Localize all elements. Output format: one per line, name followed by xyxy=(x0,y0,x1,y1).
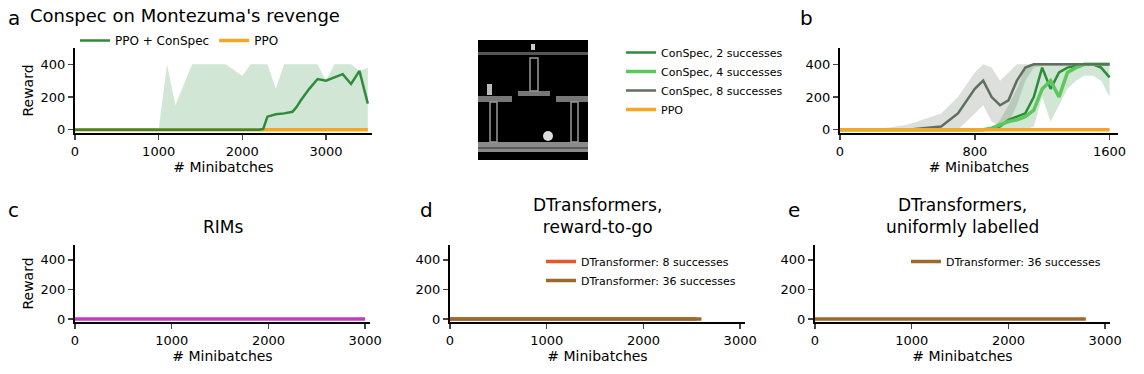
svg-text:PPO: PPO xyxy=(254,34,278,48)
svg-text:1000: 1000 xyxy=(155,333,188,348)
svg-text:3000: 3000 xyxy=(309,144,342,159)
svg-text:400: 400 xyxy=(41,57,66,72)
svg-text:2000: 2000 xyxy=(992,333,1025,348)
svg-text:1000: 1000 xyxy=(895,333,928,348)
svg-text:3000: 3000 xyxy=(349,333,382,348)
svg-text:d: d xyxy=(420,198,433,222)
svg-text:DTransformers,uniformly labell: DTransformers,uniformly labelled xyxy=(886,195,1039,237)
svg-text:1000: 1000 xyxy=(530,333,563,348)
svg-text:3000: 3000 xyxy=(724,333,757,348)
svg-text:400: 400 xyxy=(806,57,831,72)
svg-text:2000: 2000 xyxy=(627,333,660,348)
svg-text:Reward: Reward xyxy=(20,257,36,309)
svg-text:0: 0 xyxy=(797,312,805,327)
svg-text:2000: 2000 xyxy=(252,333,285,348)
svg-text:400: 400 xyxy=(416,252,441,267)
svg-text:0: 0 xyxy=(822,122,830,137)
svg-text:DTransformers,reward-to-go: DTransformers,reward-to-go xyxy=(533,195,662,237)
svg-text:0: 0 xyxy=(432,312,440,327)
svg-text:0: 0 xyxy=(836,144,844,159)
svg-text:# Minibatches: # Minibatches xyxy=(172,348,272,364)
svg-text:0: 0 xyxy=(71,144,79,159)
svg-text:ConSpec, 8 successes: ConSpec, 8 successes xyxy=(661,85,782,98)
svg-text:0: 0 xyxy=(57,312,65,327)
svg-text:400: 400 xyxy=(41,252,66,267)
svg-text:Conspec on Montezuma's revenge: Conspec on Montezuma's revenge xyxy=(30,5,340,26)
svg-text:# Minibatches: # Minibatches xyxy=(912,348,1012,364)
svg-text:DTransformer: 36 successes: DTransformer: 36 successes xyxy=(946,256,1101,269)
svg-text:RIMs: RIMs xyxy=(203,217,243,237)
svg-text:ConSpec, 4 successes: ConSpec, 4 successes xyxy=(661,66,782,79)
svg-text:DTransformer: 8 successes: DTransformer: 8 successes xyxy=(581,256,729,269)
svg-text:a: a xyxy=(8,6,20,30)
svg-text:0: 0 xyxy=(811,333,819,348)
svg-text:c: c xyxy=(8,198,19,222)
svg-text:Reward: Reward xyxy=(20,64,36,116)
svg-text:PPO + ConSpec: PPO + ConSpec xyxy=(115,34,209,48)
svg-text:200: 200 xyxy=(781,282,806,297)
svg-text:# Minibatches: # Minibatches xyxy=(547,348,647,364)
svg-text:DTransformer: 36 successes: DTransformer: 36 successes xyxy=(581,275,736,288)
svg-text:0: 0 xyxy=(446,333,454,348)
svg-text:0: 0 xyxy=(57,122,65,137)
svg-text:200: 200 xyxy=(41,282,66,297)
svg-text:b: b xyxy=(800,6,813,30)
svg-text:0: 0 xyxy=(71,333,79,348)
svg-text:1000: 1000 xyxy=(142,144,175,159)
svg-text:e: e xyxy=(788,198,800,222)
svg-text:200: 200 xyxy=(41,90,66,105)
svg-text:1600: 1600 xyxy=(1093,144,1126,159)
svg-text:800: 800 xyxy=(962,144,987,159)
svg-text:200: 200 xyxy=(806,90,831,105)
svg-text:# Minibatches: # Minibatches xyxy=(173,159,273,175)
svg-text:ConSpec, 2 successes: ConSpec, 2 successes xyxy=(661,47,782,60)
svg-text:200: 200 xyxy=(416,282,441,297)
svg-text:3000: 3000 xyxy=(1089,333,1122,348)
svg-text:2000: 2000 xyxy=(226,144,259,159)
svg-text:400: 400 xyxy=(781,252,806,267)
svg-text:# Minibatches: # Minibatches xyxy=(929,159,1029,175)
svg-text:PPO: PPO xyxy=(661,104,683,117)
